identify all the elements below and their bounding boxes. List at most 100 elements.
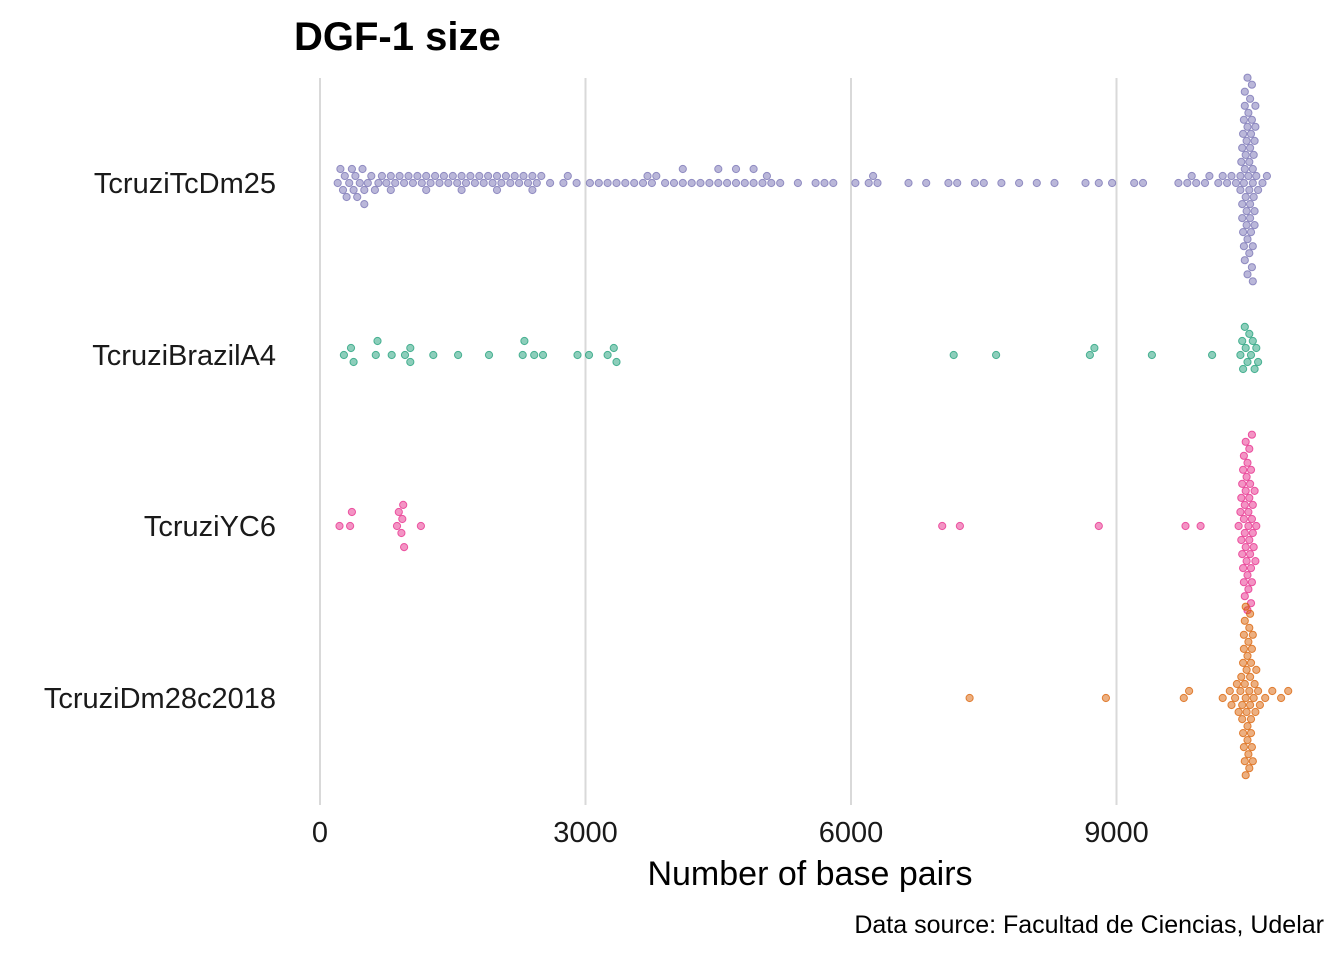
- data-point: [1239, 578, 1249, 587]
- data-point: [1254, 357, 1263, 367]
- data-point: [1261, 693, 1270, 703]
- data-point: [1242, 707, 1251, 717]
- data-point: [484, 350, 494, 360]
- data-point: [532, 178, 541, 188]
- data-point: [1244, 108, 1253, 117]
- data-point: [1249, 693, 1258, 703]
- data-point: [1246, 143, 1255, 152]
- data-point: [367, 171, 376, 181]
- x-tick-label: 6000: [819, 817, 884, 849]
- data-point: [1241, 543, 1250, 552]
- data-point: [1246, 715, 1256, 724]
- data-point: [1243, 651, 1252, 661]
- data-point: [1236, 350, 1245, 360]
- data-point: [1101, 693, 1111, 703]
- data-point: [563, 171, 572, 181]
- data-point: [1242, 472, 1251, 481]
- data-point: [938, 521, 947, 531]
- data-point: [1243, 736, 1252, 745]
- data-point: [1245, 185, 1254, 195]
- data-point: [559, 178, 568, 188]
- data-point: [448, 171, 457, 181]
- x-tick-label: 9000: [1084, 817, 1149, 849]
- data-point: [382, 178, 391, 188]
- data-point: [1248, 178, 1257, 188]
- data-point: [1245, 493, 1254, 502]
- data-point: [426, 178, 435, 188]
- data-point: [723, 178, 732, 188]
- data-point: [1239, 743, 1249, 752]
- data-point: [520, 336, 529, 346]
- data-point: [1246, 129, 1256, 138]
- data-point: [1085, 350, 1095, 360]
- data-point: [515, 178, 524, 188]
- data-point: [1244, 507, 1253, 517]
- data-point: [374, 178, 383, 188]
- data-point: [829, 178, 838, 188]
- data-point: [643, 171, 652, 181]
- data-point: [1238, 200, 1247, 209]
- x-tick-label: 3000: [553, 817, 618, 849]
- data-point: [1094, 521, 1103, 531]
- data-point: [377, 171, 386, 181]
- data-point: [400, 178, 409, 188]
- data-point: [1236, 507, 1245, 517]
- data-point: [1032, 178, 1041, 188]
- data-point: [1262, 171, 1272, 181]
- data-point: [851, 178, 860, 188]
- data-point: [1254, 686, 1263, 696]
- data-point: [470, 178, 479, 188]
- data-point: [1239, 630, 1249, 639]
- data-point: [351, 171, 360, 181]
- data-point: [1187, 171, 1196, 181]
- data-point: [347, 507, 356, 517]
- data-point: [1252, 665, 1261, 675]
- data-point: [1218, 693, 1227, 703]
- data-point: [1247, 514, 1257, 524]
- data-point: [1240, 101, 1249, 110]
- data-point: [687, 178, 696, 188]
- data-point: [1015, 178, 1024, 188]
- data-point: [1246, 479, 1255, 488]
- data-point: [339, 350, 348, 360]
- data-point: [1239, 564, 1248, 573]
- data-point: [404, 171, 413, 181]
- data-point: [336, 164, 345, 174]
- data-point: [360, 200, 369, 209]
- data-point: [1246, 609, 1255, 618]
- data-point: [1241, 602, 1250, 611]
- data-point: [457, 185, 466, 195]
- data-point: [413, 171, 422, 181]
- data-point: [1247, 115, 1257, 124]
- data-point: [395, 171, 404, 181]
- data-point: [1250, 207, 1259, 216]
- data-point: [370, 185, 379, 195]
- data-point: [1238, 143, 1247, 152]
- data-point: [1238, 214, 1247, 223]
- data-point: [454, 350, 463, 360]
- data-point: [497, 178, 506, 188]
- data-point: [1247, 80, 1257, 89]
- data-point: [360, 185, 369, 195]
- data-point: [1234, 707, 1243, 717]
- data-point: [1236, 185, 1245, 195]
- data-point: [1239, 514, 1249, 524]
- data-point: [1218, 171, 1227, 181]
- data-point: [416, 521, 425, 531]
- data-point: [678, 178, 687, 188]
- data-point: [1239, 228, 1248, 237]
- data-point: [1244, 585, 1253, 594]
- x-tick-label: 0: [312, 817, 328, 849]
- data-point: [1234, 521, 1243, 531]
- data-point: [1147, 350, 1157, 360]
- data-point: [1248, 528, 1257, 538]
- data-point: [1245, 444, 1254, 453]
- data-point: [652, 171, 661, 181]
- data-point: [1108, 178, 1117, 188]
- data-point: [1239, 242, 1249, 251]
- data-point: [1196, 521, 1205, 531]
- data-point: [873, 178, 882, 188]
- data-point: [408, 178, 417, 188]
- data-point: [584, 350, 594, 360]
